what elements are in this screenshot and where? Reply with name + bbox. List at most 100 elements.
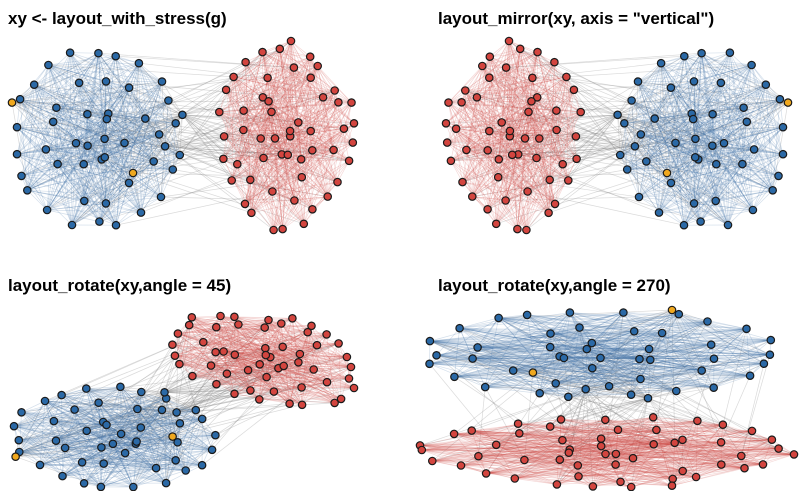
graph-edge-blue (83, 434, 216, 484)
graph-edge-red (508, 40, 533, 78)
graph-edge-blue (55, 424, 107, 442)
graph-edge-red (179, 331, 308, 365)
graph-edge-gray (136, 353, 301, 442)
graph-edge-red (219, 111, 288, 156)
graph-edge-gray (61, 367, 279, 396)
graph-edge-red (501, 48, 521, 123)
graph-edge-red (489, 77, 577, 160)
graph-edge-blue (727, 149, 755, 226)
graph-edge-blue (591, 342, 677, 392)
graph-edge-gray (132, 77, 311, 174)
graph-edge-red (272, 176, 302, 192)
graph-edge-red (519, 432, 745, 469)
graph-edge-red (268, 101, 313, 151)
graph-edge-blue (13, 409, 75, 427)
graph-edge-blue (436, 354, 473, 359)
graph-edge-red (301, 142, 353, 160)
graph-edge-blue (135, 443, 213, 451)
graph-node-red (442, 138, 452, 147)
graph-edge-gray (634, 81, 639, 147)
graph-edge-red (226, 356, 271, 375)
graph-edge-blue (34, 84, 146, 119)
graph-edge-blue (752, 154, 784, 211)
graph-edge-gray (566, 64, 752, 78)
graph-edge-gray (671, 309, 765, 365)
graph-node-blue (101, 77, 111, 86)
graph-edge-gray (99, 180, 232, 222)
graph-edge-blue (592, 367, 677, 392)
graph-edge-blue (19, 98, 173, 170)
graph-edge-blue (658, 121, 748, 213)
graph-edge-red (466, 111, 581, 151)
graph-edge-red (476, 56, 491, 98)
graph-edge-blue (539, 375, 751, 394)
graph-edge-red (462, 181, 556, 205)
graph-edge-red (263, 128, 345, 159)
graph-node-red (290, 196, 299, 205)
graph-edge-blue (683, 98, 781, 226)
graph-edge-red (189, 324, 308, 333)
graph-edge-blue (638, 107, 744, 198)
graph-edge-gray (556, 102, 789, 111)
graph-node-red (297, 383, 306, 392)
graph-edge-blue (140, 161, 155, 213)
graph-edge-red (569, 449, 673, 480)
graph-edge-blue (115, 56, 142, 213)
graph-edge-red (620, 448, 779, 483)
graph-edge-blue (87, 63, 140, 146)
graph-edge-red (223, 76, 234, 159)
graph-edge-blue (21, 411, 54, 422)
graph-edge-red (226, 89, 335, 91)
graph-edge-blue (654, 118, 676, 144)
graph-edge-red (312, 150, 338, 183)
graph-edge-blue (675, 52, 731, 144)
graph-edge-blue (19, 52, 99, 100)
graph-edge-red (695, 448, 779, 478)
graph-edge-blue (429, 327, 580, 342)
graph-edge-blue (640, 134, 701, 222)
graph-edge-blue (658, 56, 685, 213)
graph-node-blue (656, 58, 666, 68)
graph-edge-blue (104, 100, 169, 158)
graph-edge-blue (567, 327, 580, 397)
graph-edge-blue (19, 99, 28, 191)
graph-edge-red (225, 48, 281, 91)
graph-edge-blue (86, 409, 163, 432)
graph-edge-red (279, 48, 338, 183)
graph-edge-gray (164, 391, 196, 411)
graph-edge-red (512, 136, 576, 156)
graph-edge-red (311, 325, 342, 400)
graph-edge-blue (87, 87, 130, 115)
graph-edge-blue (707, 321, 747, 330)
graph-edge-red (462, 181, 528, 192)
graph-edge-red (419, 445, 673, 480)
graph-edge-blue (103, 418, 203, 423)
graph-edge-gray (137, 392, 165, 410)
graph-edge-red (303, 102, 339, 224)
graph-edge-gray (15, 365, 212, 458)
graph-edge-blue (105, 62, 140, 82)
graph-edge-blue (694, 82, 722, 158)
graph-edge-blue (106, 424, 126, 454)
graph-edge-gray (634, 146, 640, 198)
graph-edge-blue (477, 347, 514, 371)
graph-edge-red (454, 433, 621, 483)
graph-edge-blue (120, 386, 122, 434)
graph-node-blue (666, 83, 676, 93)
graph-edge-red (279, 48, 311, 78)
graph-edge-blue (69, 52, 73, 226)
graph-edge-red (568, 452, 673, 480)
graph-edge-blue (670, 138, 696, 184)
graph-edge-blue (13, 386, 121, 427)
graph-edge-gray (100, 392, 165, 488)
graph-edge-red (620, 417, 654, 482)
graph-edge-gray (98, 391, 165, 404)
graph-edge-gray (482, 65, 618, 116)
graph-edge-red (244, 138, 262, 204)
graph-edge-blue (720, 82, 754, 211)
graph-node-red (507, 150, 517, 160)
graph-edge-red (188, 324, 212, 366)
graph-edge-blue (75, 142, 105, 158)
graph-edge-gray (138, 62, 183, 116)
graph-edge-blue (670, 56, 685, 183)
